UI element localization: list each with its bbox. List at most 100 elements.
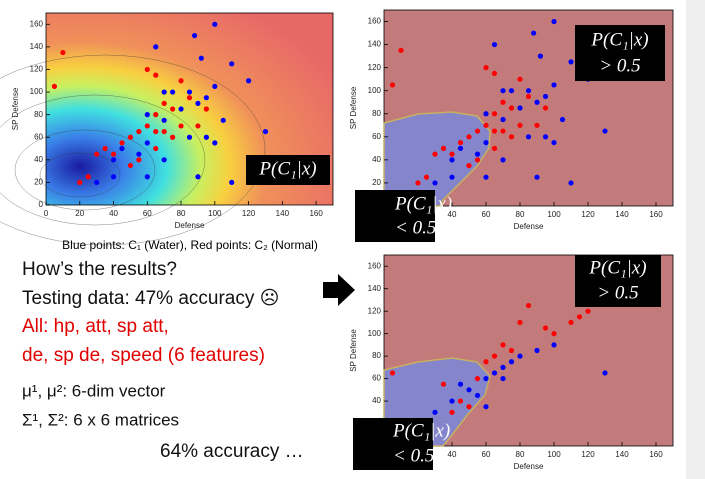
x-tick-label: 20 xyxy=(75,209,84,218)
x-tick-label: 100 xyxy=(547,450,561,459)
point xyxy=(457,145,464,151)
point xyxy=(517,319,523,326)
annotation: P(C₁|x) xyxy=(394,193,452,214)
point xyxy=(119,140,125,146)
point xyxy=(517,122,523,128)
point xyxy=(449,157,455,163)
point xyxy=(500,116,506,123)
point xyxy=(144,140,150,146)
x-tick-label: 140 xyxy=(276,209,290,218)
point xyxy=(170,89,176,95)
y-tick-label: 120 xyxy=(368,306,382,315)
y-tick-label: 80 xyxy=(372,109,381,118)
y-tick-label: 80 xyxy=(34,110,43,119)
x-tick-label: 120 xyxy=(581,450,595,459)
point xyxy=(440,145,447,151)
point xyxy=(153,44,159,50)
point xyxy=(423,174,430,180)
point xyxy=(508,359,515,365)
point xyxy=(491,111,498,117)
point xyxy=(127,134,134,140)
point xyxy=(466,404,472,410)
x-tick-label: 80 xyxy=(516,210,525,219)
x-tick-label: 100 xyxy=(208,209,222,218)
annotation: P(C₁|x) xyxy=(258,158,316,179)
point xyxy=(466,163,472,169)
point xyxy=(191,32,198,39)
point xyxy=(474,151,481,157)
y-axis-label: SP Defense xyxy=(349,329,358,372)
point xyxy=(262,128,269,135)
slide-line: How’s the results? xyxy=(22,259,177,280)
x-tick-label: 100 xyxy=(547,210,561,219)
point xyxy=(568,319,574,326)
y-tick-label: 40 xyxy=(372,396,381,405)
point xyxy=(186,89,193,95)
point xyxy=(576,314,583,320)
point xyxy=(170,134,176,140)
annotation-boxes xyxy=(246,25,665,470)
x-tick-label: 160 xyxy=(649,210,663,219)
point xyxy=(203,95,209,101)
point xyxy=(85,174,91,180)
point xyxy=(178,106,184,112)
y-tick-label: 140 xyxy=(368,40,382,49)
x-tick-label: 60 xyxy=(143,209,152,218)
marks: 0 20 40 60 80 100 120 140 160 0 20 40 60 80 100 120 140 1… xyxy=(11,17,663,471)
point xyxy=(449,174,455,180)
point xyxy=(161,100,167,106)
x-tick-label: 120 xyxy=(581,210,595,219)
annotations: P(C₁|x) P(C₁|x) > 0.5 P(C₁|x) < 0.5 P(C₁|x) > … xyxy=(258,29,648,466)
point xyxy=(517,353,523,359)
point xyxy=(432,151,438,157)
arrow xyxy=(323,274,355,306)
point xyxy=(551,342,557,348)
point xyxy=(500,342,506,348)
y-tick-label: 40 xyxy=(34,155,43,164)
side-strip xyxy=(686,0,705,479)
point xyxy=(144,174,150,180)
point xyxy=(568,59,574,65)
point xyxy=(491,370,498,376)
point xyxy=(389,82,396,88)
point xyxy=(602,370,608,376)
point xyxy=(491,70,498,77)
y-tick-label: 80 xyxy=(372,351,381,360)
point xyxy=(534,347,540,354)
point xyxy=(195,100,201,106)
point xyxy=(483,375,489,382)
contours xyxy=(0,54,266,246)
point xyxy=(457,139,464,146)
point xyxy=(537,53,544,59)
point xyxy=(110,151,117,157)
point xyxy=(195,174,201,180)
point xyxy=(483,65,489,71)
x-tick-label: 80 xyxy=(516,450,525,459)
point xyxy=(508,88,515,94)
slide-line: de, sp de, speed (6 features) xyxy=(22,345,265,366)
point xyxy=(136,157,142,163)
point xyxy=(212,83,218,90)
point xyxy=(474,157,481,163)
point xyxy=(195,123,201,129)
point xyxy=(531,30,537,36)
y-tick-label: 160 xyxy=(368,261,382,270)
point xyxy=(457,381,464,387)
point xyxy=(153,72,159,78)
slide-line: Σ¹, Σ²: 6 x 6 matrices xyxy=(22,410,179,429)
y-tick-label: 60 xyxy=(372,374,381,383)
annotation: > 0.5 xyxy=(597,282,638,303)
point xyxy=(449,151,455,157)
x-tick-label: 40 xyxy=(448,210,457,219)
y-tick-label: 120 xyxy=(30,65,44,74)
point xyxy=(398,47,404,53)
point xyxy=(500,99,506,105)
x-tick-label: 60 xyxy=(482,450,491,459)
point xyxy=(483,174,489,180)
annotation: < 0.5 xyxy=(393,445,434,466)
y-axis-label: SP Defense xyxy=(349,86,358,129)
point xyxy=(144,66,150,73)
point xyxy=(229,179,235,186)
point xyxy=(542,134,549,140)
